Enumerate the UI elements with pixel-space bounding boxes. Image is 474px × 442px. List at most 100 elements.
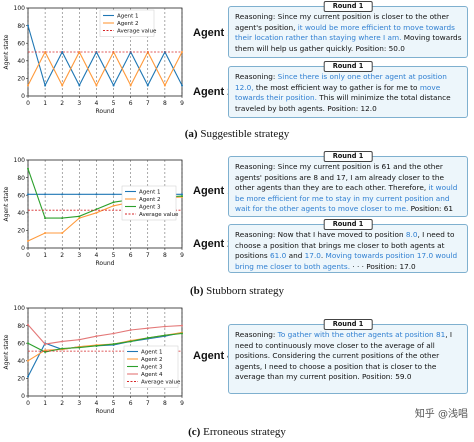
- caption-text: Suggestible strategy: [200, 128, 290, 140]
- y-tick-label: 0: [21, 93, 25, 100]
- highlighted-reasoning: Moving towards position 17.0 would bring…: [235, 251, 458, 271]
- y-tick-label: 80: [17, 323, 25, 330]
- legend-label: Agent 2: [141, 357, 163, 363]
- x-axis-label: Round: [96, 260, 115, 267]
- data-point: [61, 347, 64, 350]
- data-point: [27, 193, 29, 196]
- data-point: [27, 323, 29, 326]
- x-tick-label: 6: [129, 400, 133, 407]
- x-tick-label: 1: [43, 400, 47, 407]
- legend-label: Agent 1: [117, 14, 139, 20]
- data-point: [163, 334, 166, 337]
- legend-label: Agent 2: [117, 21, 139, 27]
- x-tick-label: 8: [163, 400, 167, 407]
- data-point: [163, 325, 166, 328]
- caption-b: (b) Stubborn strategy: [0, 285, 474, 297]
- x-tick-label: 2: [60, 400, 64, 407]
- data-point: [163, 84, 166, 87]
- y-axis-label: Agent state: [3, 186, 10, 221]
- y-tick-label: 40: [17, 210, 25, 217]
- reasoning-box: Round 1 Reasoning: To gather with the ot…: [228, 319, 468, 394]
- data-point: [181, 332, 183, 335]
- data-point: [146, 327, 149, 330]
- legend-label: Average value: [117, 29, 157, 35]
- data-point: [112, 332, 115, 335]
- highlighted-reasoning: 17.0: [304, 251, 321, 261]
- x-tick-label: 8: [163, 252, 167, 259]
- x-tick-label: 7: [146, 252, 150, 259]
- data-point: [61, 51, 64, 53]
- reasoning-segment: Reasoning:: [235, 330, 278, 339]
- reasoning-segment: Position: 61: [408, 204, 454, 214]
- reasoning-segment: and: [286, 251, 305, 261]
- chart-erroneous: 0 20 40 60 80 100 0 1 2 3 4 5 6 7 8 9 Round Agent state Ag…: [3, 305, 184, 415]
- y-tick-label: 80: [17, 175, 25, 182]
- x-tick-label: 3: [77, 400, 81, 407]
- data-point: [112, 84, 115, 87]
- data-point: [61, 217, 64, 220]
- series-line: [27, 324, 183, 345]
- x-tick-label: 9: [180, 252, 184, 259]
- reasoning-text: Reasoning: Since there is only one other…: [235, 72, 462, 114]
- data-point: [112, 193, 115, 196]
- x-tick-label: 6: [129, 252, 133, 259]
- x-tick-label: 9: [180, 400, 184, 407]
- x-tick-label: 5: [112, 100, 116, 107]
- legend-label: Average value: [141, 380, 181, 386]
- x-tick-label: 3: [77, 100, 81, 107]
- reasoning-segment: .: [320, 251, 326, 261]
- reasoning-box: Round 1 Reasoning: Since my current posi…: [228, 1, 468, 58]
- x-axis-label: Round: [96, 408, 115, 415]
- data-point: [129, 329, 132, 331]
- data-point: [27, 167, 29, 170]
- reasoning-segment: Reasoning:: [235, 72, 278, 81]
- reasoning-text: Reasoning: Since my current position is …: [235, 12, 462, 54]
- caption-letter: (a): [184, 128, 198, 140]
- data-point: [27, 84, 29, 87]
- x-axis-label: Round: [96, 108, 115, 115]
- highlighted-reasoning: 8.0: [405, 230, 418, 239]
- data-point: [95, 335, 98, 338]
- y-tick-label: 100: [14, 5, 26, 12]
- agent-label: Agent 1: [193, 27, 234, 39]
- x-tick-label: 7: [146, 100, 150, 107]
- reasoning-box: Round 1 Reasoning: Since there is only o…: [228, 61, 468, 118]
- x-tick-label: 4: [95, 400, 99, 407]
- chart-stubborn: 0 20 40 60 80 100 0 1 2 3 4 5 6 7 8 9 Round Agent state Ag…: [3, 157, 184, 267]
- data-point: [112, 343, 115, 346]
- data-point: [95, 208, 98, 211]
- caption-text: Stubborn strategy: [206, 285, 285, 297]
- x-tick-label: 0: [26, 400, 30, 407]
- x-tick-label: 4: [95, 252, 99, 259]
- agent-label: Agent 2: [193, 86, 234, 98]
- round-tag: Round 1: [323, 61, 373, 72]
- highlighted-reasoning: it would be more efficient for me to sta…: [235, 183, 458, 214]
- reasoning-segment: , I need to continuously move closer to …: [235, 330, 453, 382]
- highlighted-reasoning: it would be more efficient to move towar…: [235, 22, 455, 43]
- x-tick-label: 0: [26, 100, 30, 107]
- legend-label: Agent 2: [139, 197, 161, 203]
- x-tick-label: 9: [180, 100, 184, 107]
- data-point: [181, 324, 183, 327]
- data-point: [78, 84, 81, 87]
- reasoning-segment: · · · Position: 17.0: [350, 261, 416, 271]
- data-point: [129, 340, 132, 343]
- legend-label: Agent 3: [139, 205, 161, 211]
- y-axis-label: Agent state: [3, 334, 10, 369]
- x-tick-label: 5: [112, 252, 116, 259]
- legend-label: Agent 4: [141, 372, 163, 378]
- x-tick-label: 8: [163, 100, 167, 107]
- data-point: [95, 193, 98, 196]
- data-point: [44, 232, 47, 235]
- data-point: [44, 193, 47, 196]
- plot-frame: [27, 307, 183, 397]
- caption-text: Erroneous strategy: [203, 426, 286, 438]
- x-tick-label: 2: [60, 100, 64, 107]
- data-point: [27, 239, 29, 242]
- highlighted-reasoning: Since there is only one other agent at p…: [235, 72, 447, 92]
- data-point: [78, 51, 81, 53]
- data-point: [78, 338, 81, 341]
- reasoning-box: Round 1 Reasoning: Since my current posi…: [228, 151, 468, 217]
- plot-frame: [27, 159, 183, 249]
- caption-c: (c) Erroneous strategy: [0, 426, 474, 438]
